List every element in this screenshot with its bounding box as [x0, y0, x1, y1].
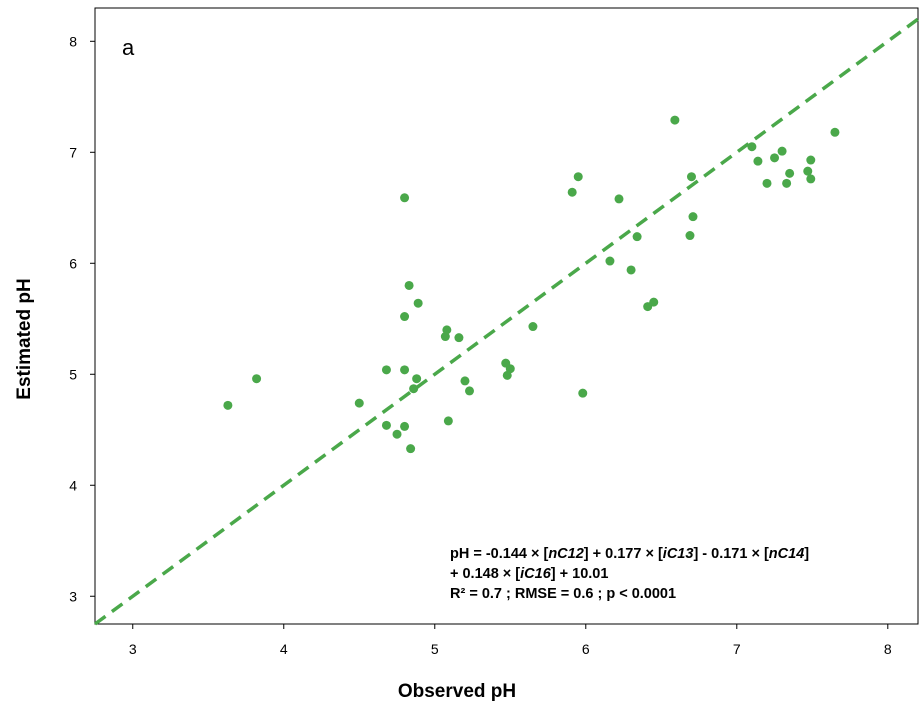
y-tick-label: 3 [69, 588, 77, 604]
data-point [747, 142, 757, 152]
data-point [223, 400, 233, 410]
data-point [753, 156, 763, 166]
y-tick-label: 5 [69, 366, 77, 382]
data-point [400, 365, 410, 375]
one-to-one-fit-line [93, 17, 920, 626]
data-point [685, 231, 695, 241]
data-point [688, 212, 698, 222]
data-point [649, 297, 659, 307]
data-point [762, 178, 772, 188]
x-tick-label: 6 [582, 641, 590, 657]
data-point [777, 146, 787, 156]
data-point [803, 166, 813, 176]
data-point [578, 388, 588, 398]
data-point [505, 364, 515, 374]
x-tick-label: 4 [280, 641, 288, 657]
equation-line-2: + 0.148 × [iC16] + 10.01 [450, 566, 608, 582]
data-point [404, 280, 414, 290]
data-point [412, 374, 422, 384]
equation-line-1: pH = -0.144 × [nC12] + 0.177 × [iC13] - … [450, 546, 809, 562]
data-point [354, 398, 364, 408]
data-point [785, 168, 795, 178]
statistics-line: R² = 0.7 ; RMSE = 0.6 ; p < 0.0001 [450, 586, 676, 602]
data-point [409, 384, 419, 394]
x-axis-label: Observed pH [398, 681, 516, 702]
data-point [528, 322, 538, 332]
data-point [443, 416, 453, 426]
plot-frame [94, 7, 919, 625]
y-tick-label: 7 [69, 144, 77, 160]
data-point [806, 155, 816, 165]
data-point [573, 172, 583, 182]
data-point [400, 421, 410, 431]
data-point [686, 172, 696, 182]
x-tick-label: 5 [431, 641, 439, 657]
data-point [830, 127, 840, 137]
y-tick-label: 8 [69, 33, 77, 49]
data-point [400, 193, 410, 203]
data-point [626, 265, 636, 275]
x-tick-label: 8 [884, 641, 892, 657]
panel-label: a [122, 35, 135, 60]
data-point [252, 374, 262, 384]
data-point [632, 232, 642, 242]
x-tick-label: 3 [129, 641, 137, 657]
data-point [454, 333, 464, 343]
data-point [400, 312, 410, 322]
data-point [465, 386, 475, 396]
data-point [770, 153, 780, 163]
data-point [460, 376, 470, 386]
data-point [381, 365, 391, 375]
data-point [413, 298, 423, 308]
y-tick-label: 4 [69, 477, 77, 493]
data-point [782, 178, 792, 188]
y-axis-label: Estimated pH [14, 278, 35, 399]
data-point [670, 115, 680, 125]
data-point [806, 174, 816, 184]
data-point [392, 429, 402, 439]
data-point [567, 187, 577, 197]
data-point [614, 194, 624, 204]
data-point [406, 444, 416, 454]
data-point [605, 256, 615, 266]
data-point [381, 420, 391, 430]
y-tick-label: 6 [69, 255, 77, 271]
x-tick-label: 7 [733, 641, 741, 657]
data-point [442, 325, 452, 335]
